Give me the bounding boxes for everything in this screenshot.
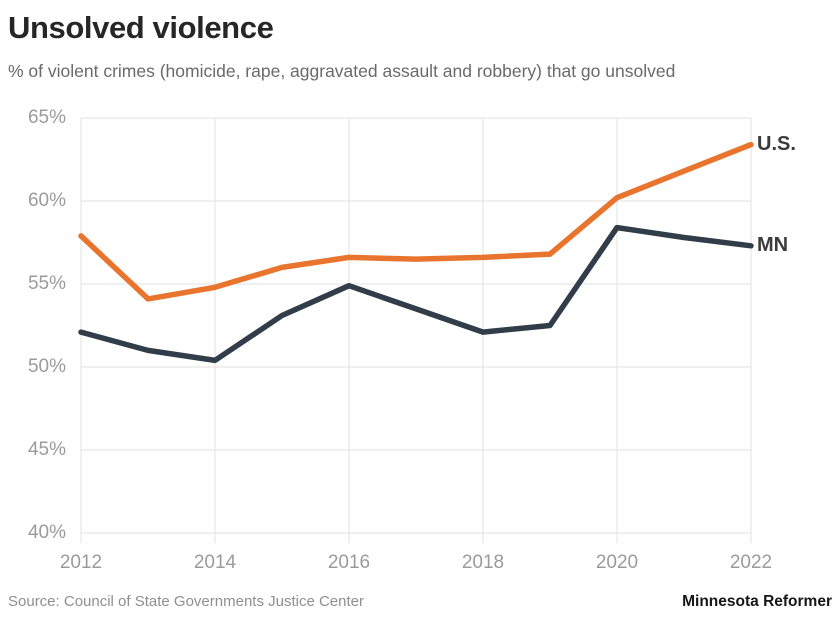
x-axis-tick-label: 2020 [595, 552, 639, 573]
page-title: Unsolved violence [8, 10, 274, 45]
y-axis-tick-label: 40% [27, 522, 66, 543]
y-axis-tick-label: 45% [27, 439, 66, 460]
mn-line [78, 224, 754, 364]
chart-subtitle: % of violent crimes (homicide, rape, agg… [8, 61, 676, 81]
y-axis-tick-label: 60% [27, 190, 66, 211]
y-axis-tick-label: 55% [27, 273, 66, 294]
x-axis-tick-label: 2014 [193, 552, 237, 573]
series-label-mn: MN [757, 233, 789, 256]
publisher-credit: Minnesota Reformer [682, 593, 832, 610]
y-axis-tick-label: 65% [27, 107, 66, 128]
y-axis-tick-label: 50% [27, 356, 66, 377]
us-line [78, 141, 754, 302]
x-axis-tick-label: 2016 [327, 552, 371, 573]
x-axis-tick-label: 2022 [729, 552, 773, 573]
x-axis-tick-label: 2018 [461, 552, 505, 573]
chart-footer: Source: Council of State Governments Jus… [8, 593, 832, 611]
series-label-us: U.S. [757, 132, 796, 155]
source-note: Source: Council of State Governments Jus… [8, 593, 365, 610]
x-axis-tick-label: 2012 [59, 552, 103, 573]
